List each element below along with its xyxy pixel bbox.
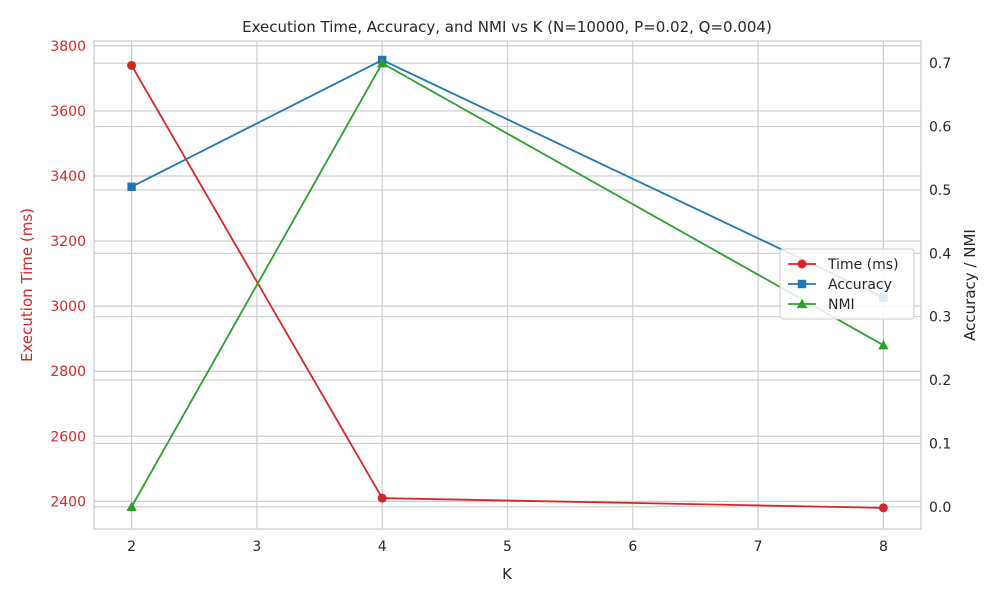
data-point-nmi [126,501,137,511]
data-point-time-ms [377,493,387,503]
left-y-tick-label: 2600 [50,429,86,445]
legend-label-accuracy: Accuracy [828,277,892,293]
right-y-tick-label: 0.3 [929,310,951,326]
right-y-tick-label: 0.0 [929,500,951,516]
right-y-tick-label: 0.5 [929,183,951,199]
tick-labels: 2 3 4 5 6 7 8 2400 2600 2800 3000 3200 3400 3600 3800 0… [50,39,951,555]
x-tick-label: 8 [879,539,888,555]
legend-marker-nmi [796,298,808,309]
right-y-tick-label: 0.1 [929,436,951,452]
left-y-tick-label: 3400 [50,169,86,185]
left-y-tick-label: 2400 [50,494,86,510]
right-y-axis-label: Accuracy / NMI [961,229,979,341]
right-y-tick-label: 0.7 [929,56,951,72]
legend-marker-accuracy [797,279,807,289]
legend-items: Time (ms) Accuracy NMI [788,257,899,313]
data-point-time-ms [127,60,137,70]
legend-box [779,248,915,320]
legend-marker-time-ms [797,259,807,269]
series-layer [126,55,889,513]
left-y-axis-label: Execution Time (ms) [18,208,36,362]
right-y-tick-label: 0.4 [929,246,951,262]
data-point-accuracy [127,182,136,191]
right-y-tick-label: 0.6 [929,120,951,136]
x-axis-label: K [502,565,513,583]
right-y-tick-label: 0.2 [929,373,951,389]
data-point-time-ms [878,503,888,513]
left-y-tick-label: 3600 [50,104,86,120]
chart-title: Execution Time, Accuracy, and NMI vs K (… [242,18,772,36]
plot-area-border [93,40,922,530]
left-y-tick-label: 3800 [50,39,86,55]
x-tick-label: 5 [503,539,512,555]
legend-label-time-ms: Time (ms) [827,257,899,273]
x-tick-label: 3 [252,539,261,555]
left-y-tick-label: 3200 [50,234,86,250]
x-tick-label: 4 [378,539,387,555]
legend: Time (ms) Accuracy NMI [779,248,915,320]
left-y-tick-label: 3000 [50,299,86,315]
data-point-nmi [878,340,889,350]
legend-label-nmi: NMI [828,297,855,313]
data-point-nmi [376,57,388,68]
x-tick-label: 7 [754,539,763,555]
x-tick-label: 6 [628,539,637,555]
x-tick-label: 2 [127,539,136,555]
left-y-tick-label: 2800 [50,364,86,380]
